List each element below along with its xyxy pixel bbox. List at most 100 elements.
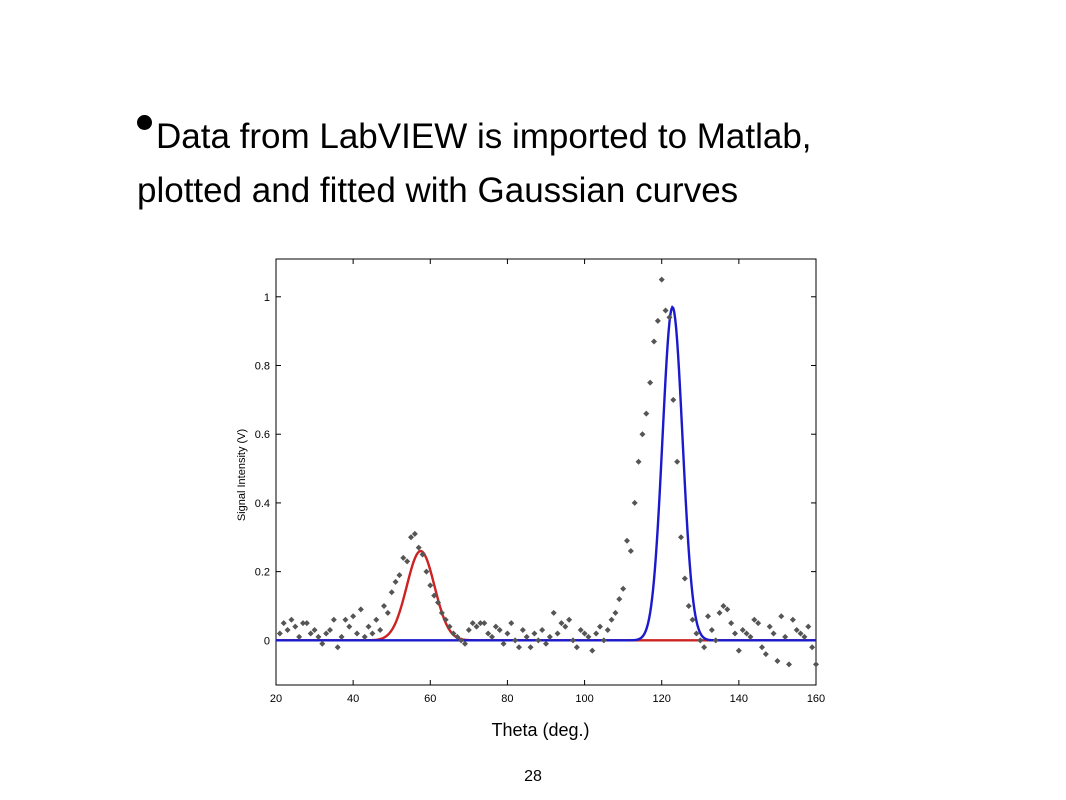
data-point: [543, 640, 549, 647]
data-point: [724, 606, 731, 613]
data-point: [323, 630, 330, 637]
data-point: [743, 630, 750, 637]
data-point: [280, 620, 287, 627]
data-point: [288, 616, 295, 623]
data-point: [612, 609, 619, 616]
data-point: [809, 644, 816, 651]
data-point: [531, 630, 538, 637]
data-point: [442, 616, 449, 623]
data-point: [392, 578, 399, 585]
y-tick-label: 0: [264, 635, 270, 647]
bullet-text: Data from LabVIEW is imported to Matlab,…: [137, 110, 1017, 218]
data-point: [307, 630, 314, 637]
data-point: [438, 609, 445, 616]
data-point: [728, 620, 735, 627]
data-point: [481, 620, 488, 627]
y-axis-label: Signal Intensity (V): [236, 429, 248, 521]
data-point: [500, 640, 507, 647]
slide-number: 28: [524, 768, 542, 785]
data-point: [766, 623, 773, 630]
data-point: [600, 637, 607, 644]
data-point: [381, 602, 387, 609]
data-point: [508, 620, 515, 627]
fit-curves: [276, 305, 816, 642]
data-point: [303, 620, 310, 627]
data-point: [762, 651, 769, 658]
data-point: [373, 616, 380, 623]
data-point: [550, 609, 557, 616]
data-point: [805, 623, 812, 630]
data-point: [492, 623, 499, 630]
x-tick-label: 120: [653, 693, 671, 705]
data-point: [670, 396, 677, 403]
data-point: [319, 640, 326, 647]
data-point: [404, 558, 411, 565]
data-point: [330, 616, 337, 623]
tick-labels: 20 40 60 80 100 120 140 160 0 0.2 0.4 0.6 0.8 1: [255, 292, 825, 705]
data-point: [654, 317, 661, 324]
data-point: [643, 410, 650, 417]
y-tick-label: 0.6: [255, 429, 270, 441]
data-point: [566, 616, 573, 623]
data-point: [597, 623, 603, 630]
data-point: [423, 568, 430, 575]
data-point: [693, 630, 700, 637]
data-point: [755, 620, 762, 627]
data-point: [581, 630, 588, 637]
data-point: [427, 582, 434, 589]
data-point: [415, 544, 422, 551]
data-point: [311, 627, 318, 634]
data-point: [431, 592, 438, 599]
data-point: [400, 554, 407, 561]
data-point: [300, 620, 306, 627]
data-point: [577, 627, 584, 634]
data-point: [708, 627, 715, 634]
data-point: [369, 630, 376, 637]
data-point: [342, 616, 349, 623]
data-point: [674, 458, 681, 465]
y-tick-label: 1: [264, 292, 270, 304]
data-point: [666, 314, 673, 321]
data-point: [624, 537, 630, 544]
data-point: [593, 630, 600, 637]
data-point: [647, 379, 654, 386]
data-point: [658, 276, 665, 283]
x-tick-label: 100: [575, 693, 593, 705]
data-point: [786, 661, 792, 668]
data-point: [662, 307, 669, 314]
data-point: [732, 630, 738, 637]
data-point: [504, 630, 511, 637]
data-point: [354, 630, 360, 637]
data-point: [705, 613, 711, 620]
data-point: [516, 644, 522, 651]
data-point: [573, 644, 580, 651]
y-tick-label: 0.4: [255, 498, 270, 510]
fit-curve-2: [276, 305, 816, 642]
data-point: [689, 616, 696, 623]
data-point: [701, 644, 708, 651]
data-point: [435, 599, 441, 606]
data-point: [365, 623, 372, 630]
data-point: [535, 637, 542, 644]
data-point: [334, 644, 341, 651]
data-point: [523, 633, 530, 640]
data-point: [315, 633, 322, 640]
data-point: [631, 499, 638, 506]
data-point: [539, 627, 546, 634]
data-point: [697, 637, 704, 644]
x-tick-label: 20: [270, 693, 282, 705]
data-point: [388, 589, 395, 596]
data-point: [778, 613, 785, 620]
data-point: [473, 623, 480, 630]
data-point: [735, 647, 742, 654]
data-point: [681, 575, 688, 582]
data-point: [751, 616, 758, 623]
data-point: [627, 548, 634, 555]
x-axis-label: Theta (deg.): [491, 720, 590, 740]
data-point: [585, 633, 592, 640]
data-point: [712, 637, 719, 644]
data-point: [408, 534, 414, 541]
data-point: [793, 627, 800, 634]
data-point: [651, 338, 657, 345]
